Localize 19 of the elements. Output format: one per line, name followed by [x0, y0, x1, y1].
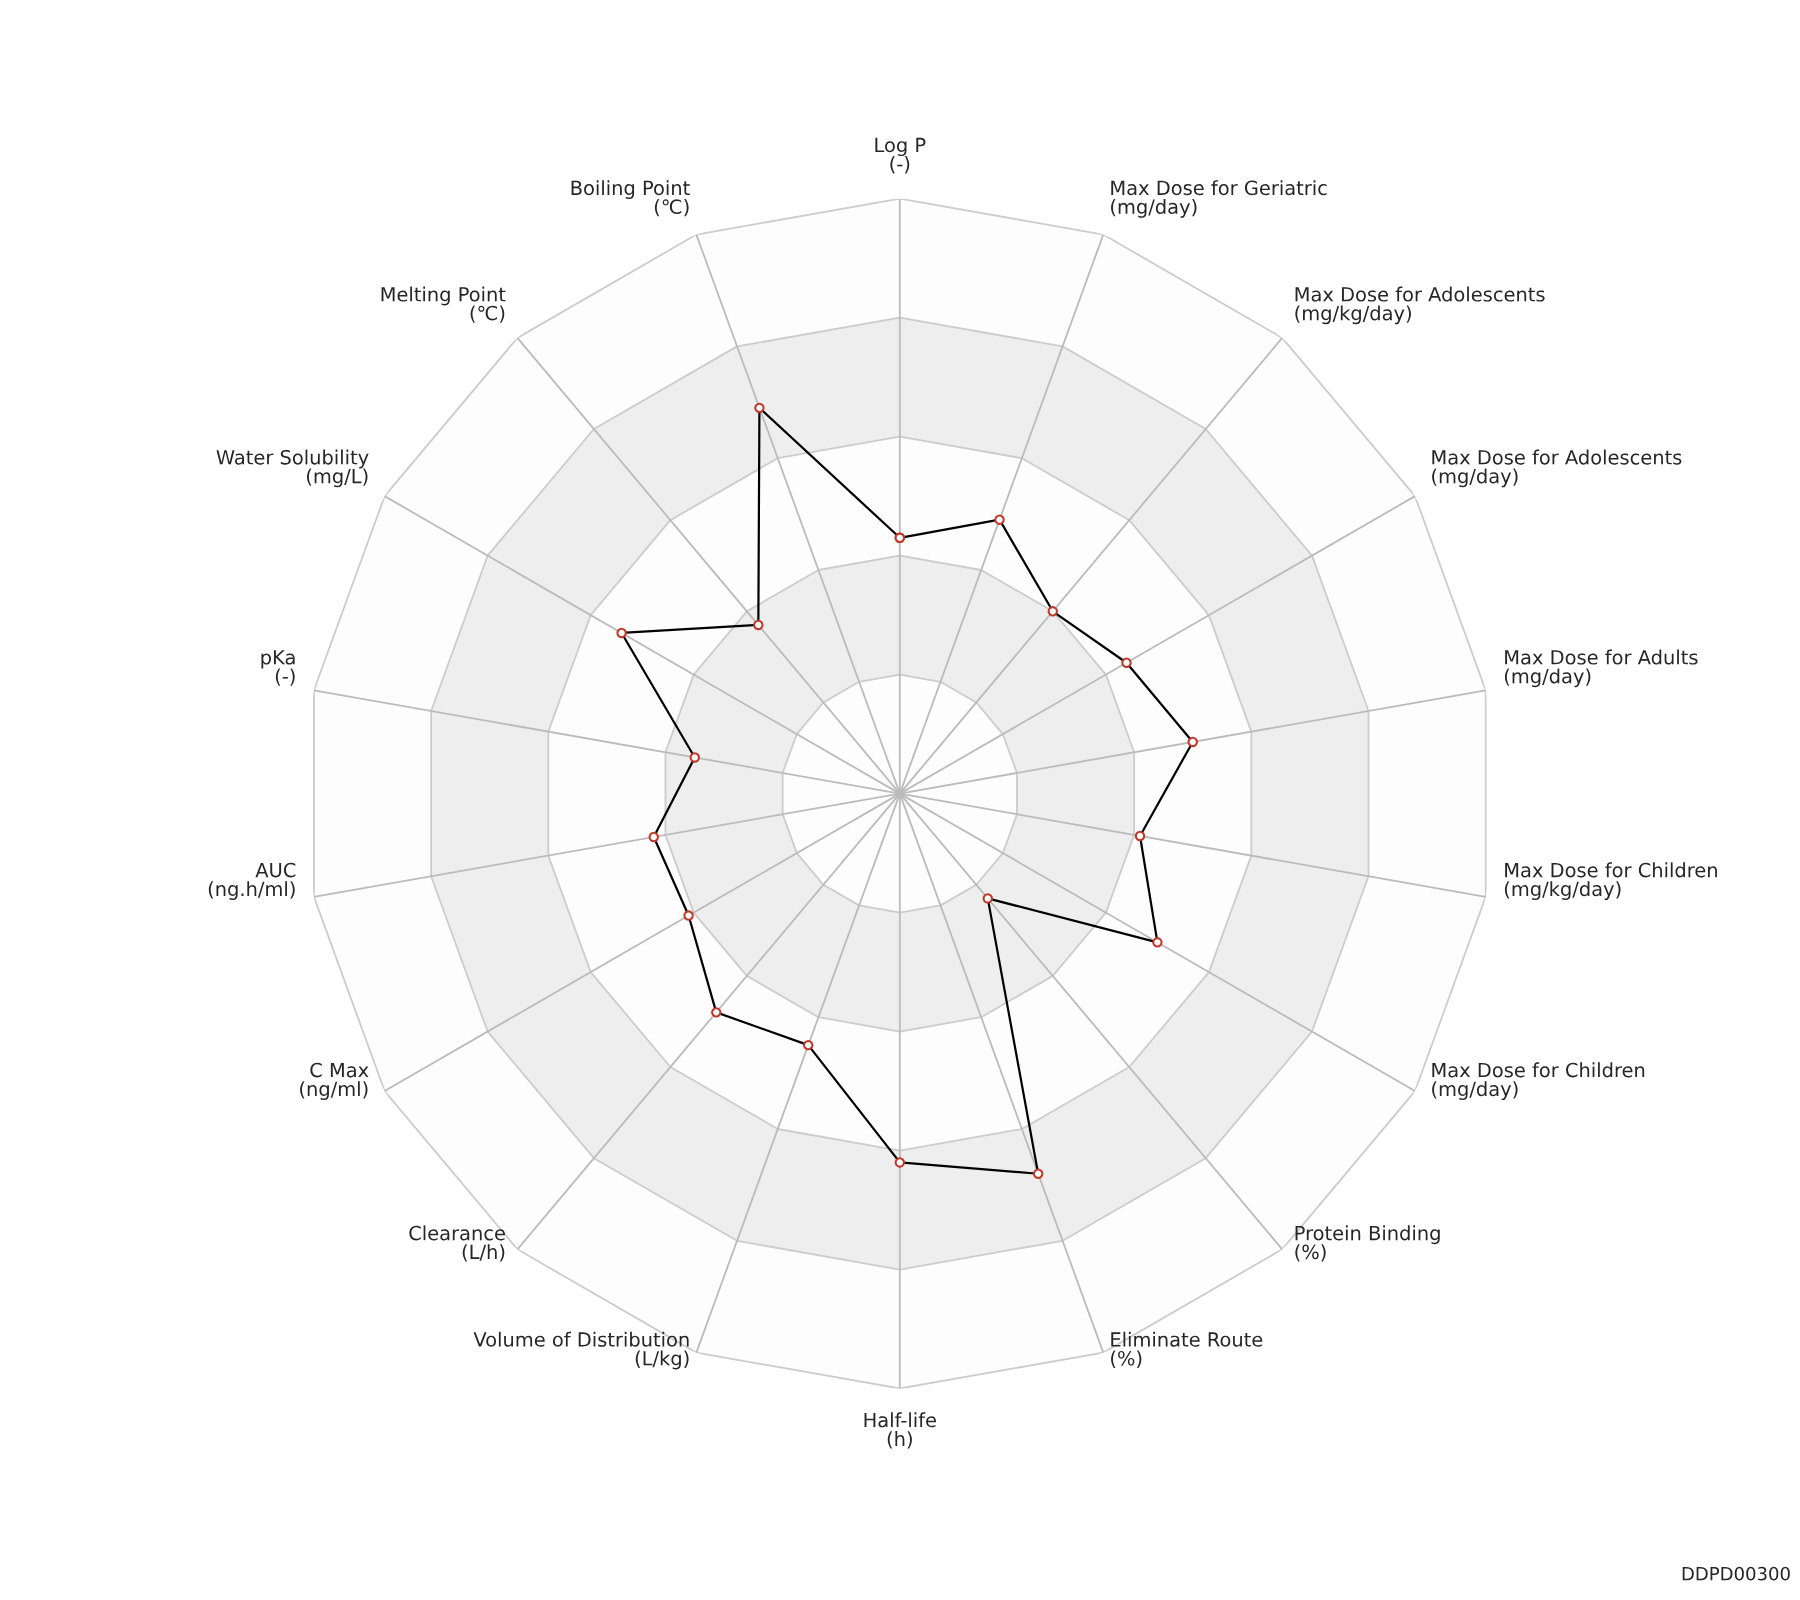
- spoke-label: Max Dose for Adolescents (mg/day): [1432, 449, 1682, 488]
- spoke-label: Water Solubility (mg/L): [216, 449, 369, 488]
- spoke-label: Eliminate Route (%): [1111, 1331, 1263, 1368]
- spoke-label: AUC (ng.h/ml): [208, 862, 296, 900]
- spoke-label: Max Dose for Adults (mg/day): [1504, 649, 1698, 688]
- spoke-label: Half-life (h): [864, 1412, 936, 1449]
- spoke-label: Boiling Point (℃): [571, 180, 690, 217]
- spoke-label: Volume of Distribution (L/kg): [473, 1331, 689, 1370]
- spoke-label: Max Dose for Adolescents (mg/kg/day): [1295, 286, 1545, 325]
- spoke-label: Melting Point (℃): [381, 286, 506, 323]
- spoke-label: Clearance (L/h): [409, 1225, 505, 1262]
- spoke-label: Max Dose for Children (mg/kg/day): [1504, 862, 1717, 900]
- spoke-label: Max Dose for Geriatric (mg/day): [1111, 180, 1327, 218]
- spoke-label: Max Dose for Children (mg/day): [1432, 1062, 1645, 1100]
- spoke-label: C Max (ng/ml): [300, 1062, 369, 1100]
- text: DDPD00300: [1682, 1566, 1790, 1581]
- spoke-label: pKa (-): [261, 650, 295, 686]
- spoke-label: Log P (-): [875, 137, 926, 174]
- spoke-label: Protein Binding (%): [1295, 1225, 1440, 1262]
